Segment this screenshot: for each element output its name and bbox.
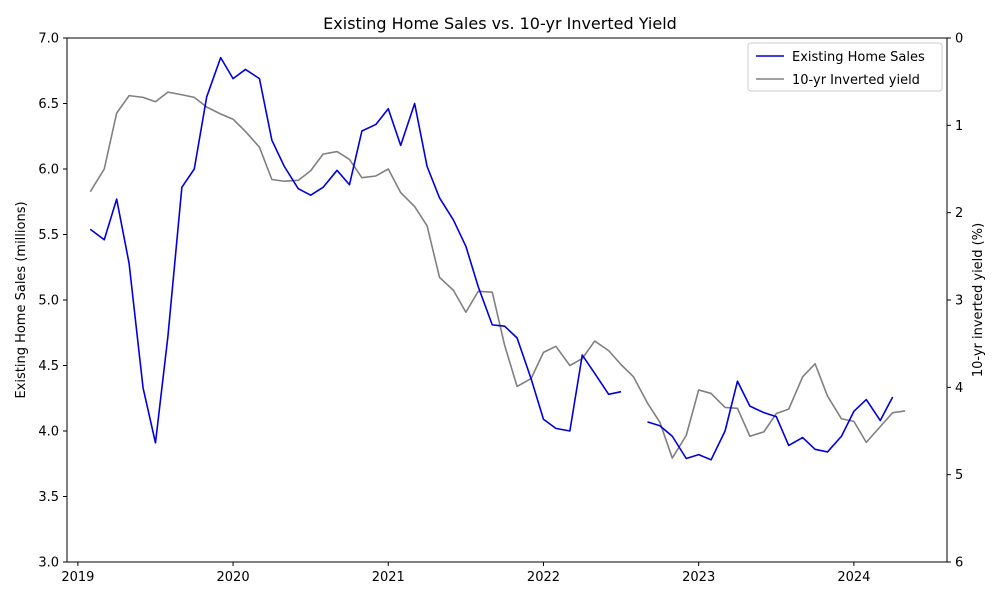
y-right-tick-label: 0 [955, 32, 963, 47]
y-right-tick-label: 2 [955, 206, 963, 221]
legend: Existing Home Sales 10-yr Inverted yield [747, 42, 943, 92]
series-line-10-yr-inverted-yield [89, 91, 906, 459]
plot-frame [66, 37, 948, 563]
series-layer [89, 56, 906, 461]
y-left-tick-label: 5.0 [38, 294, 59, 309]
y-axis-left-label: Existing Home Sales (millions) [14, 201, 29, 398]
y-left-tick-label: 4.5 [38, 359, 59, 374]
y-left-tick-label: 3.5 [38, 490, 59, 505]
y-left-tick-label: 5.5 [38, 228, 59, 243]
legend-label-10-yr-inverted-yield: 10-yr Inverted yield [792, 73, 920, 88]
y-axis-left: 3.0 3.5 4.0 4.5 5.0 5.5 6.0 6.5 7.0 [38, 32, 67, 571]
legend-label-existing-home-sales: Existing Home Sales [792, 50, 925, 65]
x-tick-label: 2021 [372, 570, 405, 585]
x-tick-label: 2019 [61, 570, 94, 585]
y-left-tick-label: 4.0 [38, 425, 59, 440]
y-right-tick-label: 1 [955, 119, 963, 134]
y-left-tick-label: 7.0 [38, 32, 59, 47]
series-line-existing-home-sales [89, 56, 894, 461]
y-right-tick-label: 6 [955, 556, 963, 571]
y-axis-right-label: 10-yr inverted yield (%) [971, 223, 986, 377]
x-tick-label: 2023 [682, 570, 715, 585]
y-axis-right: 0 1 2 3 4 5 6 [947, 32, 963, 571]
legend-box [747, 42, 943, 92]
chart-title: Existing Home Sales vs. 10-yr Inverted Y… [323, 14, 677, 33]
x-axis: 2019 2020 2021 2022 2023 2024 [61, 562, 870, 585]
y-right-tick-label: 4 [955, 381, 963, 396]
x-tick-label: 2022 [527, 570, 560, 585]
y-right-tick-label: 3 [955, 294, 963, 309]
y-right-tick-label: 5 [955, 468, 963, 483]
x-tick-label: 2020 [217, 570, 250, 585]
y-left-tick-label: 6.5 [38, 97, 59, 112]
y-left-tick-label: 6.0 [38, 163, 59, 178]
y-left-tick-label: 3.0 [38, 556, 59, 571]
x-tick-label: 2024 [837, 570, 870, 585]
